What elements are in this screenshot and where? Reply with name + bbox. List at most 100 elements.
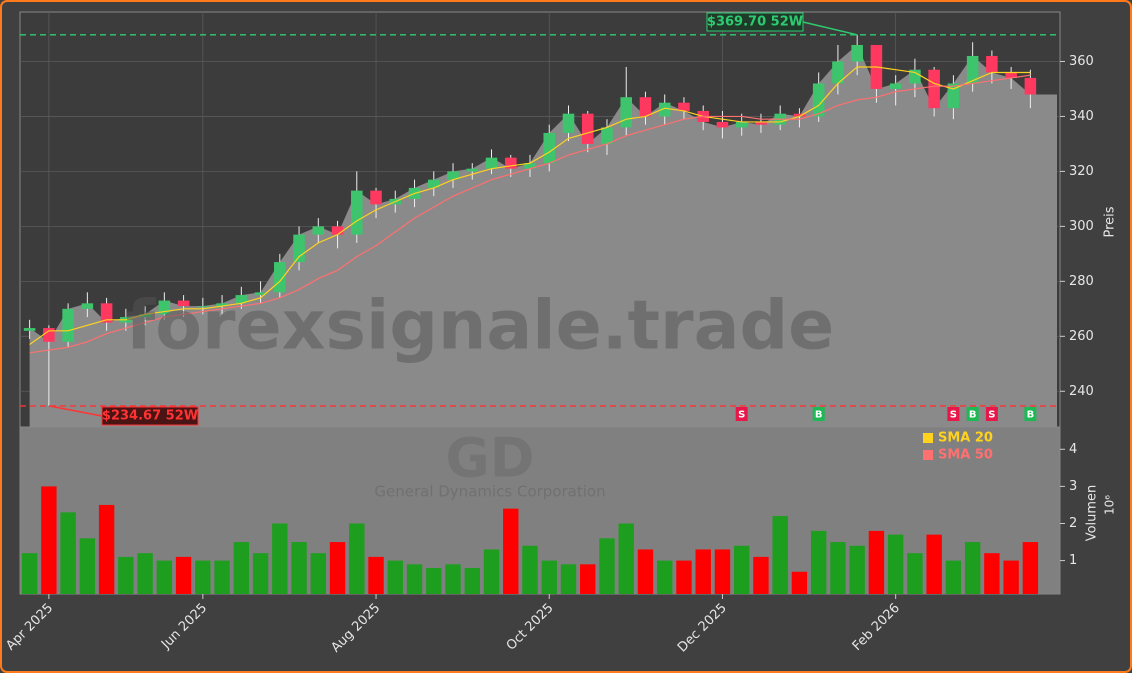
- volume-bar: [349, 523, 365, 594]
- y-tick-label: 320: [1069, 164, 1094, 179]
- legend-swatch: [923, 433, 933, 443]
- candle-body: [909, 69, 921, 84]
- candle-body: [812, 83, 825, 117]
- hline-label: $234.67 52W: [102, 409, 198, 424]
- candle-body: [793, 113, 806, 117]
- volume-bar: [464, 568, 480, 594]
- candle-body: [755, 121, 767, 125]
- volume-bar: [98, 504, 115, 594]
- signal-label: S: [738, 410, 745, 421]
- candle-body: [562, 113, 575, 133]
- volume-tick-label: 3: [1069, 479, 1077, 494]
- volume-axis-label: Volumen: [1085, 485, 1100, 542]
- candle-body: [312, 226, 325, 235]
- signal-marker: [1024, 407, 1037, 421]
- candle-body: [543, 132, 556, 164]
- legend-label: SMA 50: [938, 448, 993, 463]
- volume-bar: [926, 534, 942, 594]
- candle-body: [889, 83, 902, 89]
- candle-body: [735, 121, 748, 128]
- signal-label: S: [950, 410, 957, 421]
- candle-body: [331, 226, 344, 235]
- candle-body: [466, 168, 479, 172]
- watermark: forexsignale.trade: [126, 287, 835, 366]
- candle-body: [601, 127, 613, 144]
- candle-body: [928, 69, 940, 109]
- y-tick-label: 240: [1069, 384, 1094, 399]
- volume-bar: [329, 542, 346, 594]
- volume-bar: [753, 556, 769, 594]
- volume-bar: [1003, 560, 1019, 594]
- volume-bar: [772, 516, 788, 594]
- y-axis-label: Preis: [1103, 206, 1118, 237]
- candle-body: [62, 308, 74, 342]
- candle-body: [581, 113, 594, 144]
- sma-line: [29, 66, 1031, 346]
- candle-body: [428, 179, 440, 188]
- candle-body: [293, 234, 305, 263]
- candle-body: [524, 163, 536, 169]
- candle-body: [504, 157, 517, 169]
- volume-tick-label: 2: [1069, 516, 1077, 531]
- candle-body: [254, 292, 267, 296]
- hline-arrow: [48, 405, 103, 417]
- volume-bar: [580, 564, 596, 594]
- volume-bar: [214, 560, 230, 594]
- volume-bar: [156, 560, 173, 594]
- candle-body: [81, 303, 94, 309]
- volume-bar: [541, 560, 557, 594]
- volume-bar: [445, 564, 461, 594]
- volume-bar: [1022, 542, 1039, 594]
- volume-bar: [868, 530, 885, 594]
- volume-bar: [387, 560, 403, 594]
- volume-bar: [657, 560, 673, 594]
- candle-body: [100, 303, 113, 323]
- candle-body: [966, 55, 979, 84]
- candle-body: [370, 190, 382, 205]
- y-tick-label: 280: [1069, 274, 1094, 289]
- volume-bar: [195, 560, 211, 594]
- volume-bar: [849, 545, 865, 594]
- volume-bar: [676, 560, 692, 594]
- candle-body: [658, 102, 671, 117]
- volume-bar: [233, 542, 250, 594]
- volume-bar: [483, 549, 500, 594]
- candle-body: [197, 306, 209, 308]
- hline-label: $369.70 52W: [707, 15, 803, 30]
- volume-bar: [406, 564, 423, 594]
- candle-body: [620, 97, 632, 128]
- candle-body: [23, 328, 36, 331]
- volume-bar: [291, 542, 307, 594]
- candle-body: [947, 83, 960, 109]
- volume-bar: [714, 549, 731, 594]
- volume-bar: [522, 545, 538, 594]
- signal-marker: [947, 407, 960, 421]
- volume-bar: [907, 553, 923, 594]
- volume-bar: [887, 534, 904, 594]
- volume-tick-label: 1: [1069, 553, 1077, 568]
- candle-body: [716, 121, 729, 128]
- y-tick-label: 340: [1069, 109, 1094, 124]
- volume-bar: [310, 553, 326, 594]
- candle-body: [485, 157, 498, 169]
- hline-arrow: [802, 21, 858, 36]
- candle-body: [158, 300, 171, 315]
- volume-bar: [252, 553, 269, 594]
- candle-body: [986, 55, 998, 73]
- signal-label: B: [969, 410, 977, 421]
- volume-bar: [503, 508, 519, 594]
- candle-body: [235, 295, 248, 304]
- signal-label: S: [988, 410, 995, 421]
- signal-marker: [966, 407, 979, 421]
- volume-bar: [137, 553, 153, 594]
- signal-marker: [735, 407, 748, 421]
- volume-tick-label: 4: [1069, 442, 1077, 457]
- candle-body: [851, 44, 863, 62]
- candle-body: [216, 303, 228, 307]
- signal-label: B: [1027, 410, 1035, 421]
- y-tick-label: 360: [1069, 54, 1094, 69]
- candle-body: [274, 262, 286, 293]
- candle-body: [447, 171, 459, 180]
- legend-swatch: [923, 450, 933, 460]
- candle-body: [1024, 77, 1037, 95]
